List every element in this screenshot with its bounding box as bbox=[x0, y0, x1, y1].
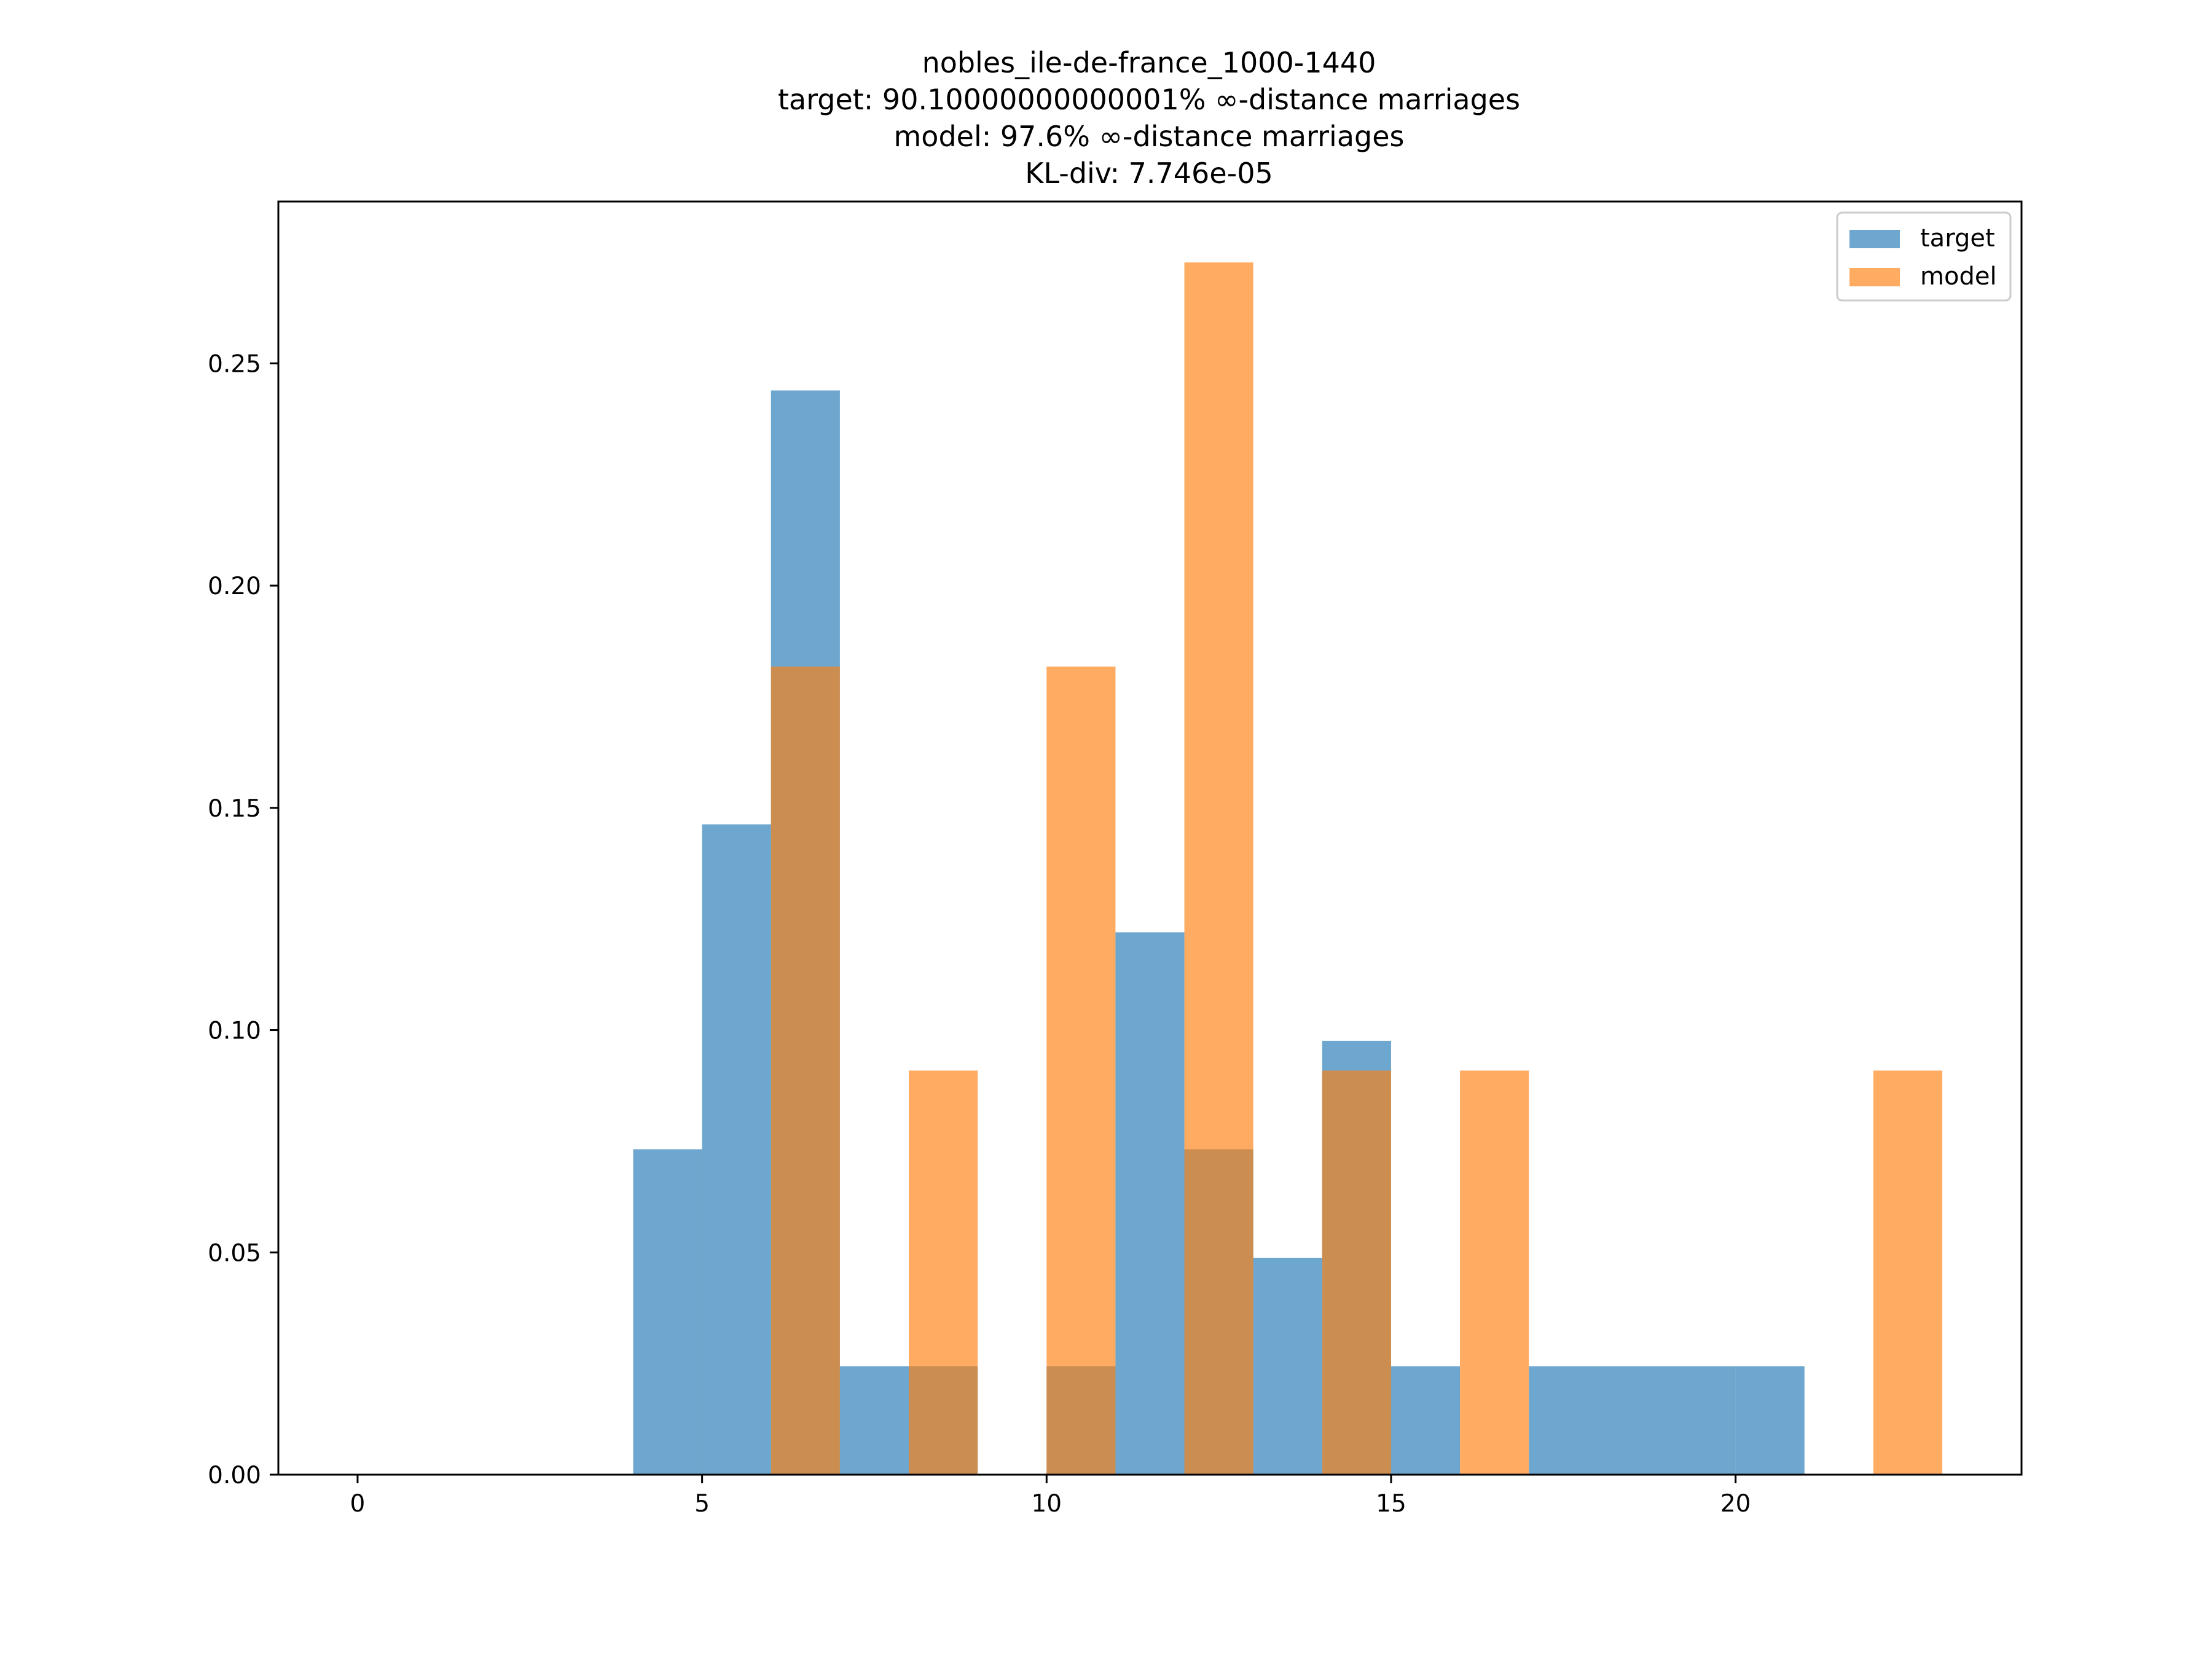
target-bar-11 bbox=[1115, 932, 1185, 1475]
model-bar-10 bbox=[1046, 666, 1116, 1475]
bars-layer bbox=[633, 262, 1943, 1475]
target-bar-19 bbox=[1666, 1366, 1736, 1475]
y-tick-label: 0.00 bbox=[208, 1462, 261, 1489]
legend: target model bbox=[1836, 211, 2012, 302]
chart-title-line-4: KL-div: 7.746e-05 bbox=[1025, 157, 1273, 190]
model-bar-14 bbox=[1322, 1070, 1391, 1475]
x-axis: 0 5 10 15 20 bbox=[350, 1475, 1751, 1518]
chart-title-line-3: model: 97.6% ∞-distance marriages bbox=[893, 120, 1404, 153]
target-bar-7 bbox=[839, 1366, 909, 1475]
chart-title: nobles_ile-de-france_1000-1440 target: 9… bbox=[778, 46, 1520, 190]
target-bar-18 bbox=[1598, 1366, 1667, 1475]
target-bar-15 bbox=[1390, 1366, 1461, 1475]
model-bar-8 bbox=[909, 1070, 978, 1475]
target-bar-20 bbox=[1735, 1366, 1805, 1475]
plot-area-frame bbox=[277, 200, 2023, 1476]
target-bar-13 bbox=[1253, 1257, 1322, 1475]
chart-title-line-2: target: 90.10000000000001% ∞-distance ma… bbox=[778, 83, 1520, 116]
x-tick-label: 5 bbox=[694, 1490, 710, 1518]
y-axis: 0.00 0.05 0.10 0.15 0.20 0.25 bbox=[208, 350, 278, 1489]
target-bar-4 bbox=[633, 1149, 702, 1475]
x-tick-label: 0 bbox=[350, 1490, 366, 1518]
y-tick-label: 0.20 bbox=[208, 573, 261, 600]
legend-swatch-model bbox=[1849, 268, 1900, 286]
y-tick-label: 0.10 bbox=[208, 1018, 261, 1045]
x-tick-label: 10 bbox=[1031, 1490, 1062, 1518]
target-bar-5 bbox=[702, 824, 771, 1475]
target-bar-17 bbox=[1529, 1366, 1598, 1475]
x-tick-label: 15 bbox=[1376, 1490, 1406, 1518]
legend-swatch-target bbox=[1849, 230, 1900, 248]
y-tick-label: 0.05 bbox=[208, 1239, 261, 1267]
model-bar-16 bbox=[1460, 1070, 1529, 1475]
y-tick-label: 0.15 bbox=[208, 795, 261, 823]
y-tick-label: 0.25 bbox=[208, 350, 261, 378]
legend-label-model: model bbox=[1920, 262, 1997, 291]
model-bar-22 bbox=[1873, 1070, 1943, 1475]
model-bar-6 bbox=[771, 666, 840, 1475]
x-tick-label: 20 bbox=[1720, 1490, 1751, 1518]
model-bar-12 bbox=[1184, 262, 1253, 1475]
legend-label-target: target bbox=[1920, 224, 1995, 253]
chart-title-line-1: nobles_ile-de-france_1000-1440 bbox=[922, 46, 1376, 79]
